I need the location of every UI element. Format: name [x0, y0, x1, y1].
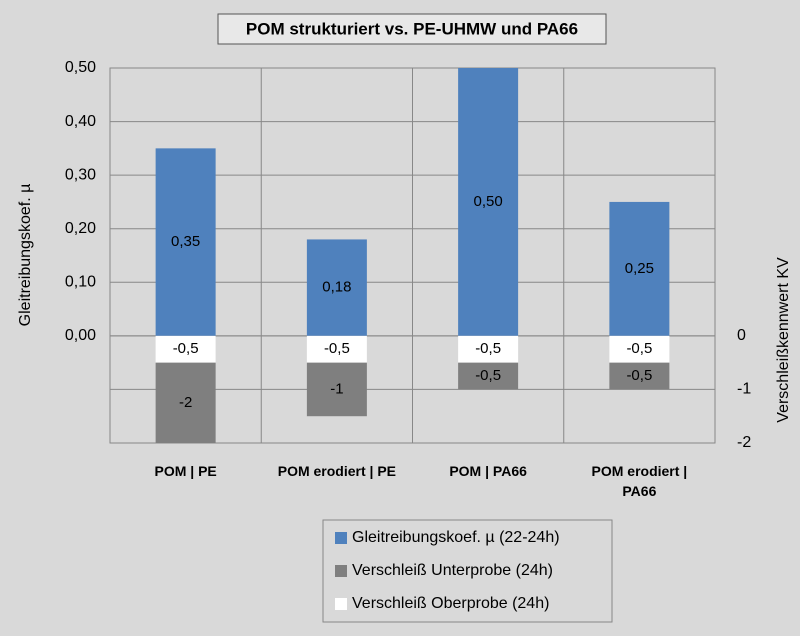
x-tick-label: POM | PE [154, 463, 217, 479]
legend-label: Verschleiß Oberprobe (24h) [352, 595, 549, 612]
y-tick-label: 0,30 [65, 166, 96, 183]
y-tick-label: 0,00 [65, 327, 96, 344]
bar [458, 362, 519, 390]
bar [155, 148, 216, 336]
data-label: -2 [179, 394, 192, 411]
data-label: 0,18 [322, 279, 351, 296]
bar [306, 362, 367, 417]
y2-tick-label: -1 [737, 381, 751, 398]
data-label: -0,5 [324, 340, 350, 357]
bar [458, 68, 519, 336]
data-label: -0,5 [173, 340, 199, 357]
bar [609, 362, 670, 390]
bars [155, 68, 670, 443]
y-axis-title: Gleitreibungskoef. µ [17, 184, 34, 327]
y-tick-label: 0,20 [65, 220, 96, 237]
data-label: -1 [330, 380, 343, 397]
bar [306, 335, 367, 363]
x-tick-label: POM erodiert | PA66 [591, 463, 688, 499]
y-tick-label: 0,10 [65, 274, 96, 291]
x-tick-label: POM erodiert | PE [277, 463, 397, 479]
data-label: 0,50 [474, 193, 503, 210]
y2-tick-label: 0 [737, 327, 746, 344]
data-label: 0,35 [171, 233, 200, 250]
title-box [217, 13, 607, 45]
legend-box [322, 519, 613, 623]
y2-tick-label: -2 [737, 434, 751, 451]
data-label: -0,5 [475, 340, 501, 357]
legend-swatch [335, 532, 347, 544]
bar [306, 239, 367, 336]
y2-axis-title: Verschleißkennwert KV [775, 257, 792, 423]
data-label: -0,5 [626, 367, 652, 384]
data-label: -0,5 [626, 340, 652, 357]
data-label: -0,5 [475, 367, 501, 384]
chart-title: POM strukturiert vs. PE-UHMW und PA66 [246, 19, 578, 38]
y-tick-label: 0,50 [65, 59, 96, 76]
x-tick-label: POM | PA66 [449, 463, 527, 479]
data-label: 0,25 [625, 260, 654, 277]
bar [609, 201, 670, 336]
legend-label: Verschleiß Unterprobe (24h) [352, 562, 553, 579]
bar [155, 335, 216, 363]
y-tick-label: 0,40 [65, 113, 96, 130]
legend-swatch [335, 598, 347, 610]
legend-label: Gleitreibungskoef. µ (22-24h) [352, 529, 560, 546]
bar [609, 335, 670, 363]
bar [155, 362, 216, 443]
legend-swatch [335, 565, 347, 577]
bar [458, 335, 519, 363]
